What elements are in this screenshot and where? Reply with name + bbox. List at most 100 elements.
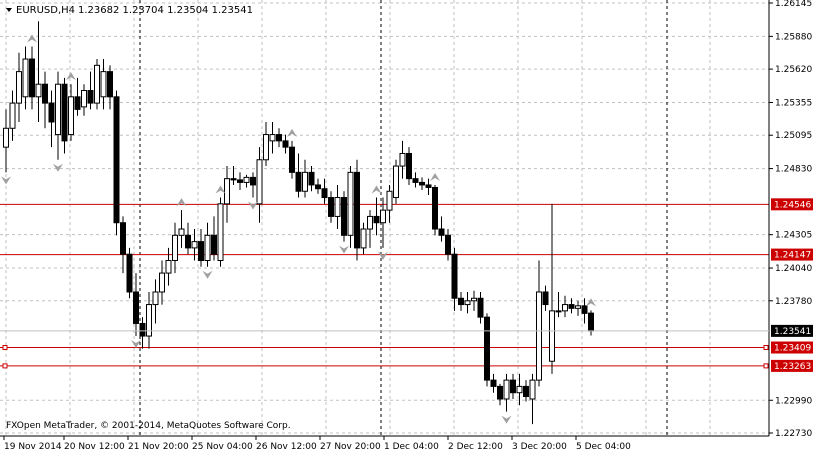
line-handle[interactable] (2, 345, 8, 351)
candle-body-bear (458, 297, 464, 306)
candle (386, 184, 393, 223)
candle (341, 191, 347, 242)
candle-body-bull (224, 178, 230, 205)
copyright-text: FXOpen MetaTrader, © 2001-2014, MetaQuot… (6, 421, 291, 431)
time-tick-label: 19 Nov 2014 (4, 442, 62, 452)
candle (61, 77, 68, 154)
candle-body-bull (471, 297, 477, 302)
candle (334, 184, 341, 230)
line-handle[interactable] (763, 363, 769, 369)
candle (282, 134, 289, 154)
candle-body-bear (581, 305, 588, 314)
candle (178, 210, 185, 248)
candle-body-bear (230, 178, 237, 181)
grid (0, 0, 769, 436)
candle-body-bull (55, 83, 61, 136)
candle-body-bear (542, 291, 549, 306)
candle (510, 373, 516, 400)
candle (542, 285, 549, 311)
candle (354, 159, 360, 261)
candle-body-bear (198, 241, 204, 261)
price-tick-label: 1.25095 (775, 131, 812, 141)
candle-body-bull (3, 127, 9, 148)
candle-body-bear (48, 102, 55, 123)
candle-body-bull (100, 71, 107, 98)
candle-body-bear (328, 197, 334, 217)
price-tick-label: 1.24305 (775, 231, 812, 241)
price-tick-label: 1.26145 (775, 0, 812, 9)
candle (237, 172, 243, 190)
candle (126, 247, 133, 299)
candle (81, 84, 87, 116)
candle (159, 260, 165, 305)
candle-body-bear (211, 234, 217, 255)
candle-body-bull (302, 171, 308, 192)
fractal-up-icon (176, 198, 187, 207)
time-tick-label: 3 Dec 20:00 (512, 442, 567, 452)
candle (120, 216, 126, 274)
candle (100, 59, 107, 110)
candle-body-bull (380, 209, 386, 224)
candle (536, 260, 542, 387)
line-handle[interactable] (2, 363, 8, 369)
candle-body-bear (568, 304, 575, 309)
current-price-label: 1.23541 (774, 327, 811, 337)
candle-body-bear (113, 96, 120, 224)
time-tick-label: 26 Nov 12:00 (256, 442, 317, 452)
price-tick-label: 1.22990 (775, 396, 812, 406)
line-handle[interactable] (763, 345, 769, 351)
candle (321, 178, 328, 204)
candle (146, 291, 152, 349)
candle-body-bull (9, 102, 16, 129)
chart-menu-triangle-icon[interactable] (6, 8, 12, 12)
candlesticks (3, 21, 594, 425)
price-axis: 1.26145 1.25880 1.25620 1.25355 1.25095 1.248… (0, 0, 813, 439)
candle-body-bull (347, 171, 354, 236)
time-tick-label: 25 Nov 04:00 (192, 442, 253, 452)
candle-body-bear (490, 379, 497, 387)
candle-body-bear (61, 83, 68, 142)
candle (315, 178, 321, 194)
fractal-up-icon (430, 172, 440, 181)
candle (42, 71, 48, 129)
candle (295, 153, 302, 198)
candle-body-bull (269, 134, 276, 142)
candle (276, 128, 282, 148)
candle-body-bull (172, 234, 178, 261)
candle-body-bear (477, 297, 484, 318)
price-tick-label: 1.25620 (775, 65, 812, 75)
fractal-down-icon (248, 201, 258, 210)
candle (568, 298, 575, 314)
candle (490, 373, 497, 393)
time-tick-label: 20 Nov 12:00 (64, 442, 125, 452)
candle (380, 197, 386, 248)
candle-body-bear (295, 171, 302, 192)
candle (55, 71, 61, 160)
candle-body-bear (185, 234, 191, 249)
candle (328, 191, 334, 223)
hline-price-label-bg (771, 341, 813, 354)
price-tick-label: 1.24040 (775, 264, 812, 274)
price-tick-label: 1.25880 (775, 32, 812, 42)
candle-body-bear (484, 316, 490, 381)
fractal-down-icon (339, 245, 349, 254)
candle (48, 90, 55, 148)
candle-body-bear (432, 186, 438, 230)
fractal-up-icon (371, 185, 382, 194)
candle-body-bear (445, 234, 451, 255)
candle (308, 166, 315, 192)
candle-body-bear (42, 83, 48, 104)
price-tick-label: 1.25355 (775, 98, 812, 108)
fractal-down-icon (53, 163, 63, 172)
candle (529, 373, 536, 425)
candle (165, 247, 172, 286)
candle (555, 291, 562, 318)
candle (9, 90, 16, 141)
time-tick-label: 27 Nov 20:00 (320, 442, 381, 452)
candle (243, 174, 250, 188)
candle-body-bull (367, 215, 373, 230)
candle-body-bull (256, 159, 263, 205)
candle-body-bear (29, 58, 35, 98)
